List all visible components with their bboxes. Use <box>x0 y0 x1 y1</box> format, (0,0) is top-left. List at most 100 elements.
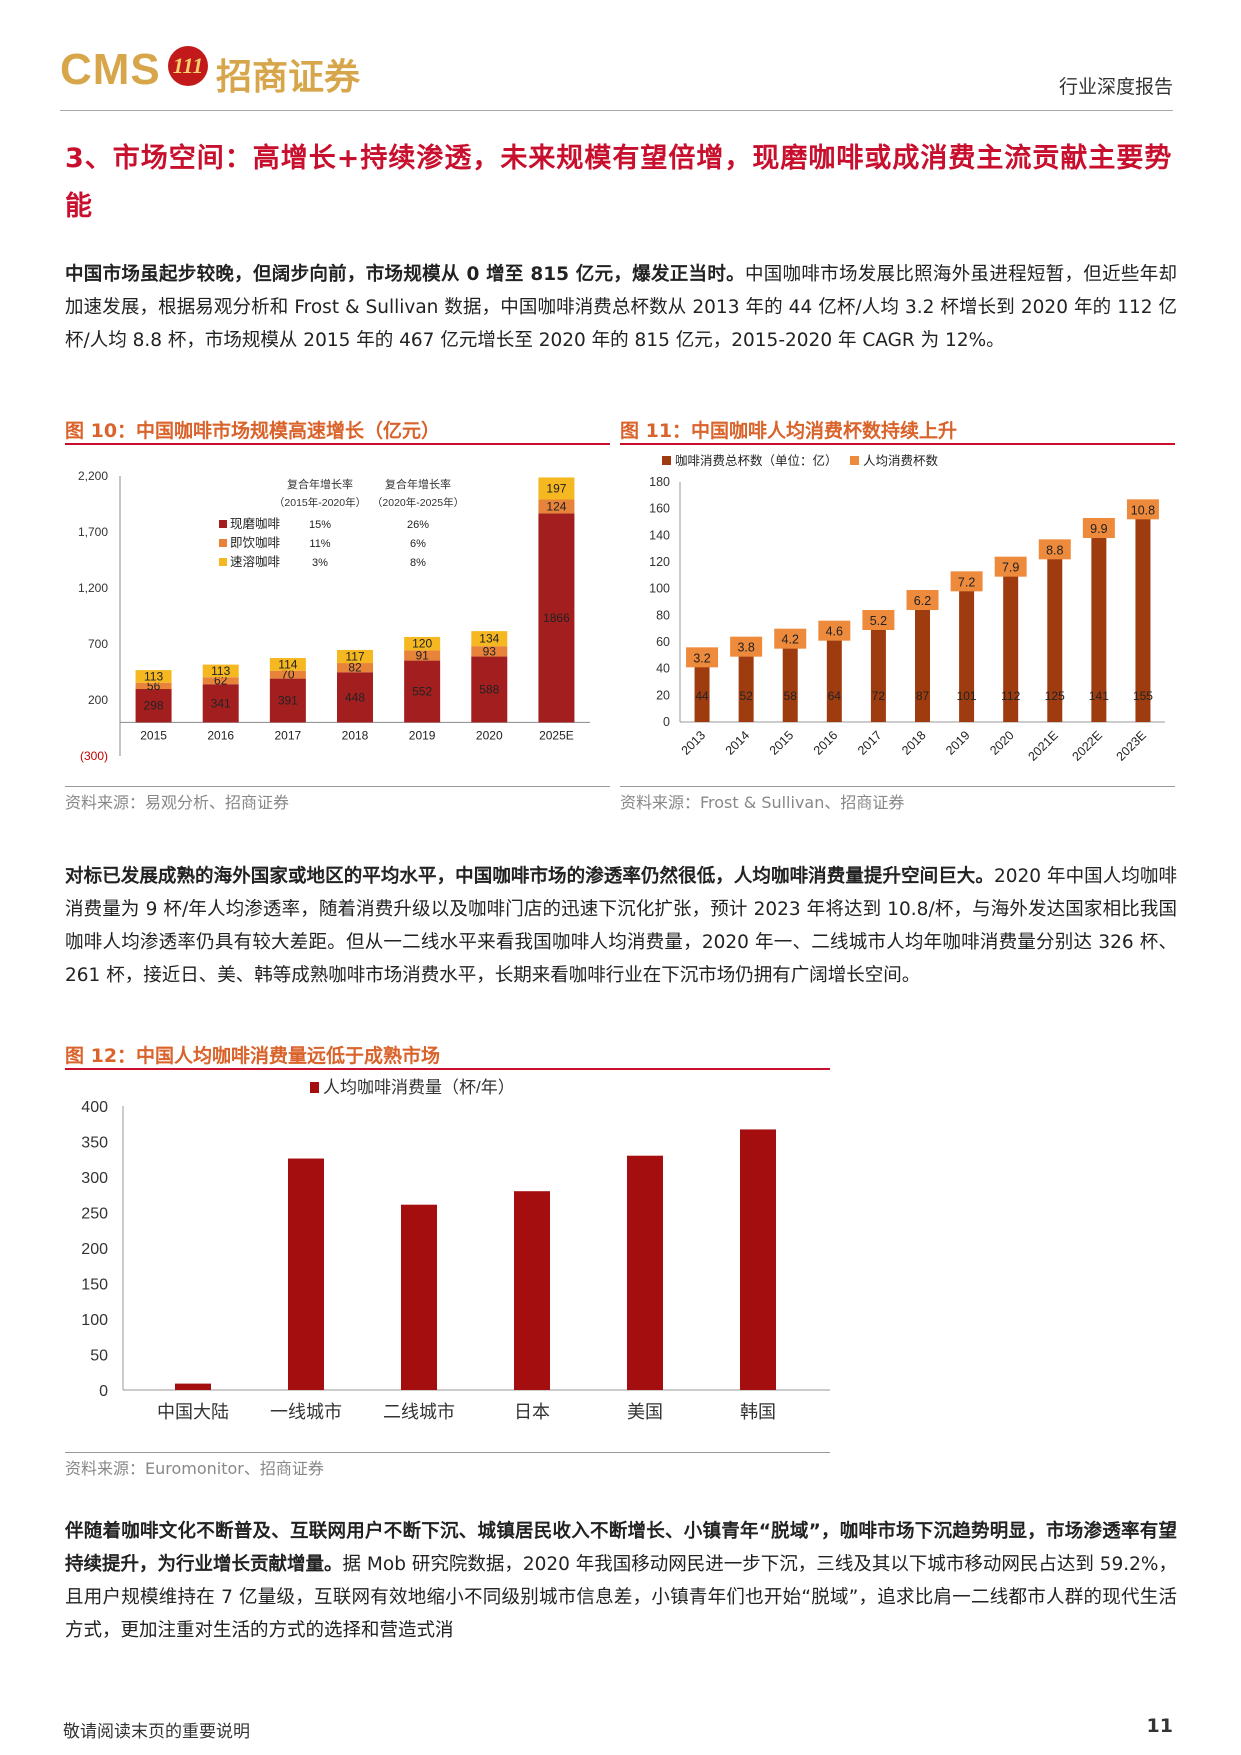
bar-segment <box>202 677 239 685</box>
section-title: 3、市场空间：高增长+持续渗透，未来规模有望倍增，现磨咖啡或成消费主流贡献主要势… <box>65 143 1173 222</box>
x-tick-label: 2021E <box>1025 728 1060 763</box>
paragraph-lead: 对标已发展成熟的海外国家或地区的平均水平，中国咖啡市场的渗透率仍然很低，人均咖啡… <box>65 866 994 887</box>
y-tick-label: 700 <box>88 637 108 651</box>
per-capita-label-box <box>994 556 1027 577</box>
legend-label: 咖啡消费总杯数（单位：亿） <box>675 453 838 468</box>
per-capita-label-box <box>730 636 763 657</box>
bar-value-label: 448 <box>345 690 365 704</box>
x-tick-label: 2020 <box>987 728 1017 758</box>
bar <box>288 1158 324 1390</box>
bar <box>959 587 975 722</box>
y-tick-label: 20 <box>656 688 670 702</box>
y-tick-label: 100 <box>81 1312 108 1329</box>
y-tick-label: 180 <box>649 475 670 489</box>
paragraph-downtier: 伴随着咖啡文化不断普及、互联网用户不断下沉、城镇居民收入不断增长、小镇青年“脱域… <box>65 1515 1177 1647</box>
y-tick-label: 160 <box>649 502 670 516</box>
x-tick-label: 2019 <box>409 728 436 742</box>
bar-segment <box>202 684 239 723</box>
bar <box>401 1204 437 1390</box>
bar <box>627 1155 663 1390</box>
bar <box>826 636 842 722</box>
x-tick-label: 美国 <box>627 1402 663 1422</box>
bar-value-label: 113 <box>144 669 163 683</box>
y-tick-label: 60 <box>656 635 670 649</box>
fig10-top-rule <box>65 443 610 445</box>
legend-header-1: 复合年增长率 <box>287 477 353 491</box>
per-capita-label-box <box>862 610 895 630</box>
legend-label: 即饮咖啡 <box>230 535 281 550</box>
paragraph-body: 据 Mob 研究院数据，2020 年我国移动网民进一步下沉，三线及其以下城市移动… <box>65 1554 1177 1641</box>
fig10-title: 图 10：中国咖啡市场规模高速增长（亿元） <box>65 420 441 442</box>
doc-type-label: 行业深度报告 <box>1058 76 1173 98</box>
per-capita-label: 8.8 <box>1046 543 1063 557</box>
bar <box>694 663 710 722</box>
bar-value-label: 155 <box>1133 689 1153 703</box>
bar-value-label: 197 <box>546 481 566 495</box>
legend-rate: 3% <box>312 557 328 569</box>
y-tick-label: 350 <box>81 1135 108 1152</box>
legend-header-2: 复合年增长率 <box>385 477 451 491</box>
legend-label: 人均咖啡消费量（杯/年） <box>323 1078 515 1097</box>
fig11-source: 资料来源：Frost & Sullivan、招商证券 <box>620 793 905 812</box>
fig11-title: 图 11：中国咖啡人均消费杯数持续上升 <box>620 420 958 442</box>
x-tick-label: 一线城市 <box>270 1402 342 1422</box>
x-tick-label: 韩国 <box>740 1402 776 1422</box>
bar-segment <box>269 678 306 723</box>
bar-value-label: 72 <box>872 689 886 703</box>
x-tick-label: 2025E <box>539 728 574 742</box>
bar-segment <box>404 650 441 661</box>
bar-value-label: 44 <box>695 689 709 703</box>
legend-rate: 15% <box>309 519 331 531</box>
x-tick-label: 2015 <box>767 728 797 758</box>
bar-value-label: 52 <box>739 689 753 703</box>
per-capita-label-box <box>1126 499 1159 520</box>
bar-value-label: 125 <box>1045 689 1065 703</box>
bar-segment <box>538 499 575 514</box>
y-tick-label: 300 <box>81 1170 108 1187</box>
x-tick-label: 2020 <box>476 728 503 742</box>
page-number: 11 <box>1146 1715 1173 1737</box>
y-tick-label: 140 <box>649 528 670 542</box>
bar <box>1135 515 1151 722</box>
fig10-source: 资料来源：易观分析、招商证券 <box>65 793 290 812</box>
legend-swatch <box>662 456 671 465</box>
per-capita-label-box <box>774 628 807 649</box>
bar <box>870 626 886 722</box>
per-capita-label: 3.2 <box>693 651 710 665</box>
x-tick-label: 中国大陆 <box>157 1402 229 1422</box>
bar-value-label: 70 <box>281 668 295 682</box>
fig12-title: 图 12：中国人均咖啡消费量远低于成熟市场 <box>65 1045 441 1067</box>
paragraph-lead: 伴随着咖啡文化不断普及、互联网用户不断下沉、城镇居民收入不断增长、小镇青年“脱域… <box>65 1521 1177 1575</box>
bar <box>740 1129 776 1390</box>
bar <box>782 644 798 722</box>
bar-segment <box>404 660 441 723</box>
bar-segment <box>135 670 172 683</box>
fig12-source: 资料来源：Euromonitor、招商证券 <box>65 1459 324 1478</box>
logo-cn-text: 招商证券 <box>216 56 361 98</box>
y-tick-label: 0 <box>663 715 670 729</box>
x-tick-label: 2013 <box>679 728 709 758</box>
bar-segment <box>471 656 508 723</box>
per-capita-label: 4.6 <box>826 625 843 639</box>
fig10-bottom-rule <box>65 786 610 787</box>
bar-segment <box>337 672 373 723</box>
bar <box>1003 572 1019 722</box>
y-tick-label: 1,200 <box>78 581 108 595</box>
bar-segment <box>135 682 172 690</box>
legend-label: 速溶咖啡 <box>230 554 281 569</box>
x-tick-label: 二线城市 <box>383 1402 455 1422</box>
fig12-top-rule <box>65 1068 830 1070</box>
y-tick-label: 200 <box>88 693 108 707</box>
bar-value-label: 82 <box>348 661 362 675</box>
legend-subheader-1: （2015年-2020年） <box>274 496 366 509</box>
y-tick-label: (300) <box>80 749 108 763</box>
bar-value-label: 93 <box>483 644 497 658</box>
bar-segment <box>538 513 575 723</box>
y-tick-label: 100 <box>649 582 670 596</box>
bar-value-label: 114 <box>278 657 297 671</box>
per-capita-label-box <box>1082 518 1115 538</box>
x-tick-label: 2023E <box>1114 728 1149 763</box>
logo-cms-text: CMS <box>60 45 161 94</box>
y-tick-label: 150 <box>81 1277 108 1294</box>
x-tick-label: 2015 <box>140 728 167 742</box>
